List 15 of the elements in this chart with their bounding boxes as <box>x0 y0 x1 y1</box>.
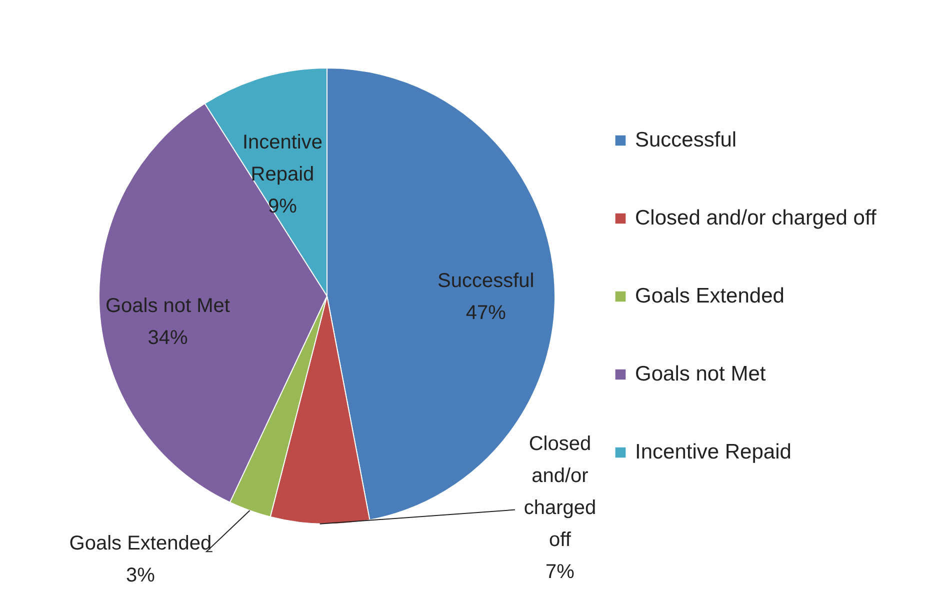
slice-label: Incentive Repaid <box>242 132 323 186</box>
data-label: 9% <box>268 196 298 218</box>
slice-label: Successful <box>438 270 534 292</box>
legend-label: Successful <box>635 128 737 152</box>
slice-label: Goals Extended <box>69 532 212 555</box>
data-label: 3% <box>126 564 156 587</box>
data-label: 47% <box>466 302 506 324</box>
legend-label: Goals Extended <box>635 284 784 308</box>
legend-label: Incentive Repaid <box>635 440 792 464</box>
legend-label: Closed and/or charged off <box>635 206 876 230</box>
data-label: 34% <box>148 327 188 350</box>
slice-label: Goals not Met <box>105 295 230 318</box>
legend-label: Goals not Met <box>635 362 766 386</box>
data-label: 7% <box>546 560 575 583</box>
slice-label: Closed and/or charged off <box>524 432 596 551</box>
